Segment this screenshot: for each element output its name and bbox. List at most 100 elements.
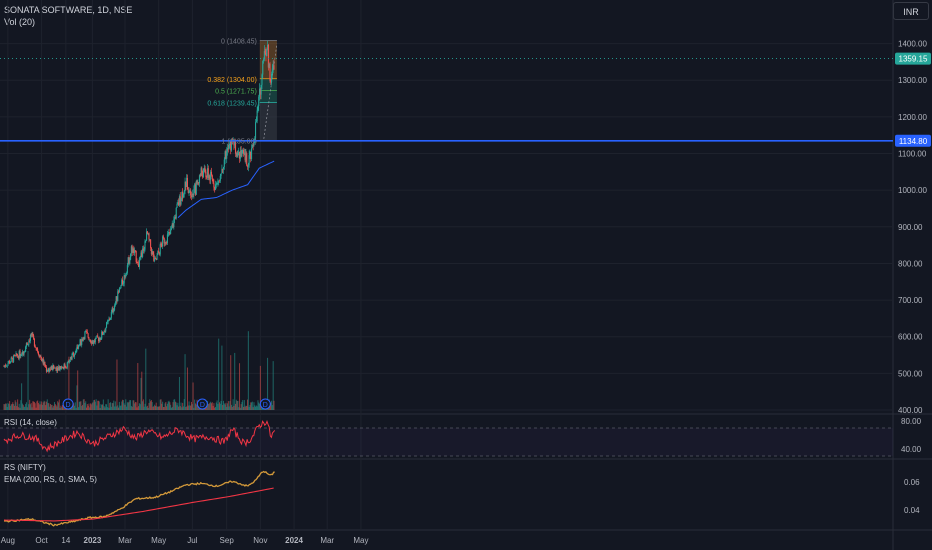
candle-body bbox=[3, 366, 5, 367]
volume-bar bbox=[45, 405, 47, 410]
volume-bar bbox=[101, 404, 103, 410]
candle-body bbox=[25, 343, 27, 347]
volume-bar bbox=[156, 406, 158, 410]
candle-body bbox=[249, 151, 251, 156]
volume-bar bbox=[41, 401, 43, 410]
candle-body bbox=[252, 144, 254, 146]
volume-bar bbox=[5, 403, 7, 410]
time-tick-label: Oct bbox=[35, 536, 48, 545]
candle-body bbox=[144, 241, 146, 250]
fib-level-label: 0.382 (1304.00) bbox=[207, 77, 256, 84]
volume-bar bbox=[47, 402, 49, 410]
candle-body bbox=[37, 349, 39, 352]
candle-body bbox=[196, 181, 198, 184]
volume-bar bbox=[155, 402, 157, 410]
volume-bar bbox=[60, 405, 62, 410]
candle-body bbox=[146, 231, 148, 235]
volume-bar bbox=[133, 400, 135, 410]
volume-bar bbox=[105, 404, 107, 410]
candle-body bbox=[229, 141, 231, 146]
candle-body bbox=[89, 339, 92, 342]
candle-body bbox=[41, 357, 43, 362]
candle-body bbox=[61, 366, 64, 368]
candle-body bbox=[230, 139, 233, 151]
candle-body bbox=[256, 110, 258, 122]
candle-body bbox=[219, 175, 221, 181]
candle-body bbox=[5, 365, 7, 367]
candle-body bbox=[134, 250, 136, 254]
candle-body bbox=[143, 249, 145, 251]
volume-bar bbox=[6, 406, 8, 410]
candle-body bbox=[195, 181, 197, 195]
volume-bar bbox=[5, 403, 7, 410]
volume-bar bbox=[159, 399, 161, 410]
candle-body bbox=[157, 251, 159, 256]
volume-bar bbox=[97, 400, 99, 410]
candle-body bbox=[111, 308, 113, 312]
volume-bar bbox=[143, 406, 145, 410]
fib-trend-line[interactable] bbox=[263, 43, 278, 139]
volume-bar bbox=[172, 402, 174, 410]
volume-bar bbox=[126, 406, 128, 410]
candle-body bbox=[216, 183, 218, 185]
volume-bar bbox=[137, 363, 139, 410]
volume-bar bbox=[163, 407, 165, 410]
candle-body bbox=[214, 184, 217, 190]
candle-body bbox=[234, 141, 236, 146]
candle-body bbox=[162, 236, 164, 247]
candle-body bbox=[214, 187, 216, 190]
candle-body bbox=[203, 167, 205, 169]
candle-body bbox=[67, 360, 69, 363]
volume-bar bbox=[166, 403, 168, 410]
volume-bar bbox=[152, 406, 154, 410]
volume-bar bbox=[162, 407, 164, 410]
candle-body bbox=[109, 319, 111, 320]
volume-bar bbox=[229, 401, 231, 410]
volume-bar bbox=[174, 399, 176, 410]
candle-body bbox=[29, 334, 31, 341]
candle-body bbox=[271, 68, 273, 74]
candle-body bbox=[75, 350, 77, 354]
candle-body bbox=[124, 275, 126, 277]
volume-bar bbox=[272, 361, 274, 410]
volume-bar bbox=[167, 401, 169, 410]
dividend-marker[interactable] bbox=[259, 398, 271, 410]
candle-body bbox=[64, 364, 66, 368]
candle-body bbox=[77, 346, 79, 349]
candle-body bbox=[161, 244, 163, 247]
candle-body bbox=[119, 288, 121, 290]
candle-body bbox=[89, 339, 91, 341]
candle-body bbox=[51, 366, 53, 371]
candle-body bbox=[32, 333, 34, 336]
candle-body bbox=[6, 365, 8, 367]
candle-body bbox=[198, 182, 200, 184]
volume-bar bbox=[22, 404, 24, 410]
volume-bar bbox=[144, 403, 146, 410]
dividend-marker[interactable] bbox=[196, 398, 208, 410]
volume-bar bbox=[213, 403, 215, 410]
volume-bar bbox=[134, 402, 136, 410]
volume-bar bbox=[12, 402, 14, 410]
volume-bar bbox=[44, 401, 46, 410]
time-tick-label: Aug bbox=[1, 536, 15, 545]
fib-zone-0618-1 bbox=[259, 102, 277, 141]
candle-body bbox=[272, 65, 274, 69]
candle-body bbox=[70, 356, 72, 360]
volume-bar bbox=[90, 403, 92, 410]
volume-bar bbox=[43, 400, 45, 410]
candle-body bbox=[243, 152, 245, 154]
volume-bar bbox=[142, 399, 144, 410]
volume-bar bbox=[185, 407, 187, 410]
candle-body bbox=[172, 223, 174, 228]
volume-bar bbox=[211, 402, 213, 410]
candle-body bbox=[4, 365, 6, 367]
candle-body bbox=[12, 357, 14, 362]
candle-body bbox=[185, 181, 187, 187]
volume-bar bbox=[114, 401, 116, 410]
time-tick-label: Mar bbox=[118, 536, 132, 545]
price-tick-label: 1300.00 bbox=[898, 76, 927, 85]
candle-body bbox=[238, 152, 240, 153]
dividend-marker[interactable] bbox=[62, 398, 74, 410]
candle-body bbox=[112, 308, 114, 312]
